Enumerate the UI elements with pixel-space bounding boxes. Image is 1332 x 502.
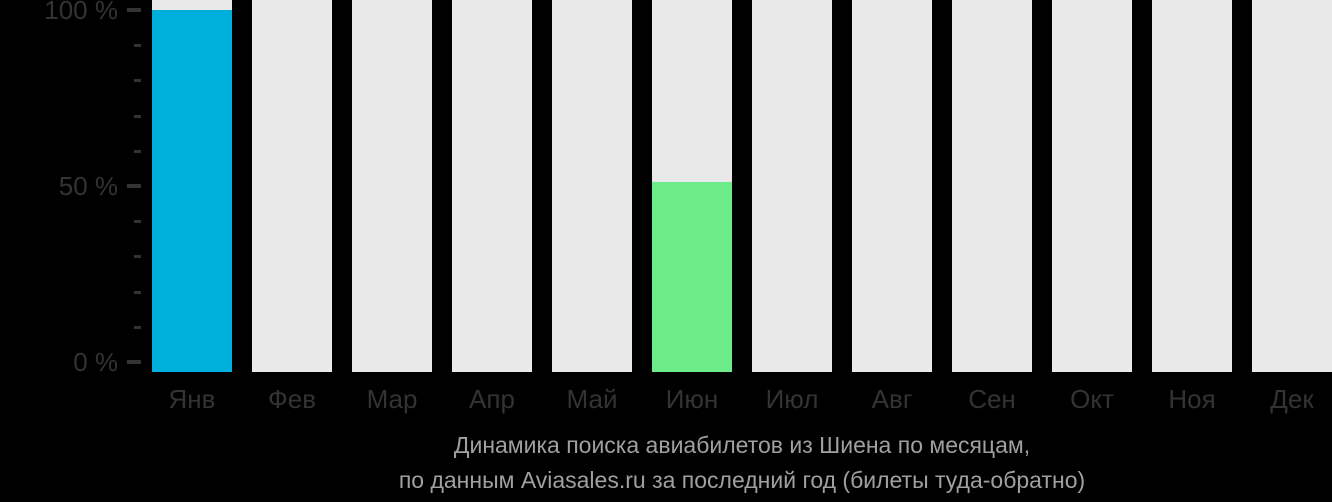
x-axis-label-4: Апр	[469, 384, 515, 414]
plot-area: Янв Фев Мар Апр Май Июн Июл Авг Сен Окт Ноя Дек 100 …	[44, 0, 1332, 414]
bar-track-2	[252, 0, 332, 372]
bar-track-8	[852, 0, 932, 372]
y-axis-label-2: 50 %	[58, 171, 118, 201]
x-axis-label-12: Дек	[1270, 384, 1314, 414]
y-axis-minor-tick-7	[134, 291, 141, 294]
bar-track-12	[1252, 0, 1332, 372]
x-axis-label-10: Окт	[1070, 384, 1114, 414]
bar-track-4	[452, 0, 532, 372]
y-axis-major-tick-3	[127, 360, 141, 364]
bar-fill-6	[652, 182, 732, 372]
y-axis-major-tick-1	[127, 8, 141, 12]
x-axis-label-3: Мар	[366, 384, 418, 414]
bar-track-7	[752, 0, 832, 372]
bar-track-11	[1152, 0, 1232, 372]
y-axis-minor-tick-6	[134, 255, 141, 258]
y-axis-minor-tick-3	[134, 115, 141, 118]
y-axis-major-tick-2	[127, 184, 141, 188]
caption-line-2: по данным Aviasales.ru за последний год …	[398, 467, 1086, 493]
bar-fill-1	[152, 10, 232, 372]
bar-track-9	[952, 0, 1032, 372]
bar-track-3	[352, 0, 432, 372]
y-axis-minor-tick-1	[134, 44, 141, 47]
bar-track-10	[1052, 0, 1132, 372]
x-axis-label-11: Ноя	[1168, 384, 1216, 414]
x-axis-label-5: Май	[566, 384, 618, 414]
y-axis-minor-tick-8	[134, 326, 141, 329]
bar-track-5	[552, 0, 632, 372]
x-axis-label-1: Янв	[168, 384, 216, 414]
y-axis-minor-tick-4	[134, 150, 141, 153]
x-axis-label-6: Июн	[665, 384, 719, 414]
caption-line-1: Динамика поиска авиабилетов из Шиена по …	[453, 432, 1031, 458]
x-axis-label-9: Сен	[968, 384, 1016, 414]
y-axis-label-3: 0 %	[73, 347, 118, 377]
chart-caption: Динамика поиска авиабилетов из Шиена по …	[152, 428, 1332, 498]
y-axis-minor-tick-2	[134, 79, 141, 82]
y-axis-minor-tick-5	[134, 220, 141, 223]
x-axis-label-8: Авг	[871, 384, 913, 414]
y-axis-label-1: 100 %	[44, 0, 118, 25]
x-axis-label-7: Июл	[765, 384, 819, 414]
x-axis-label-2: Фев	[267, 384, 317, 414]
